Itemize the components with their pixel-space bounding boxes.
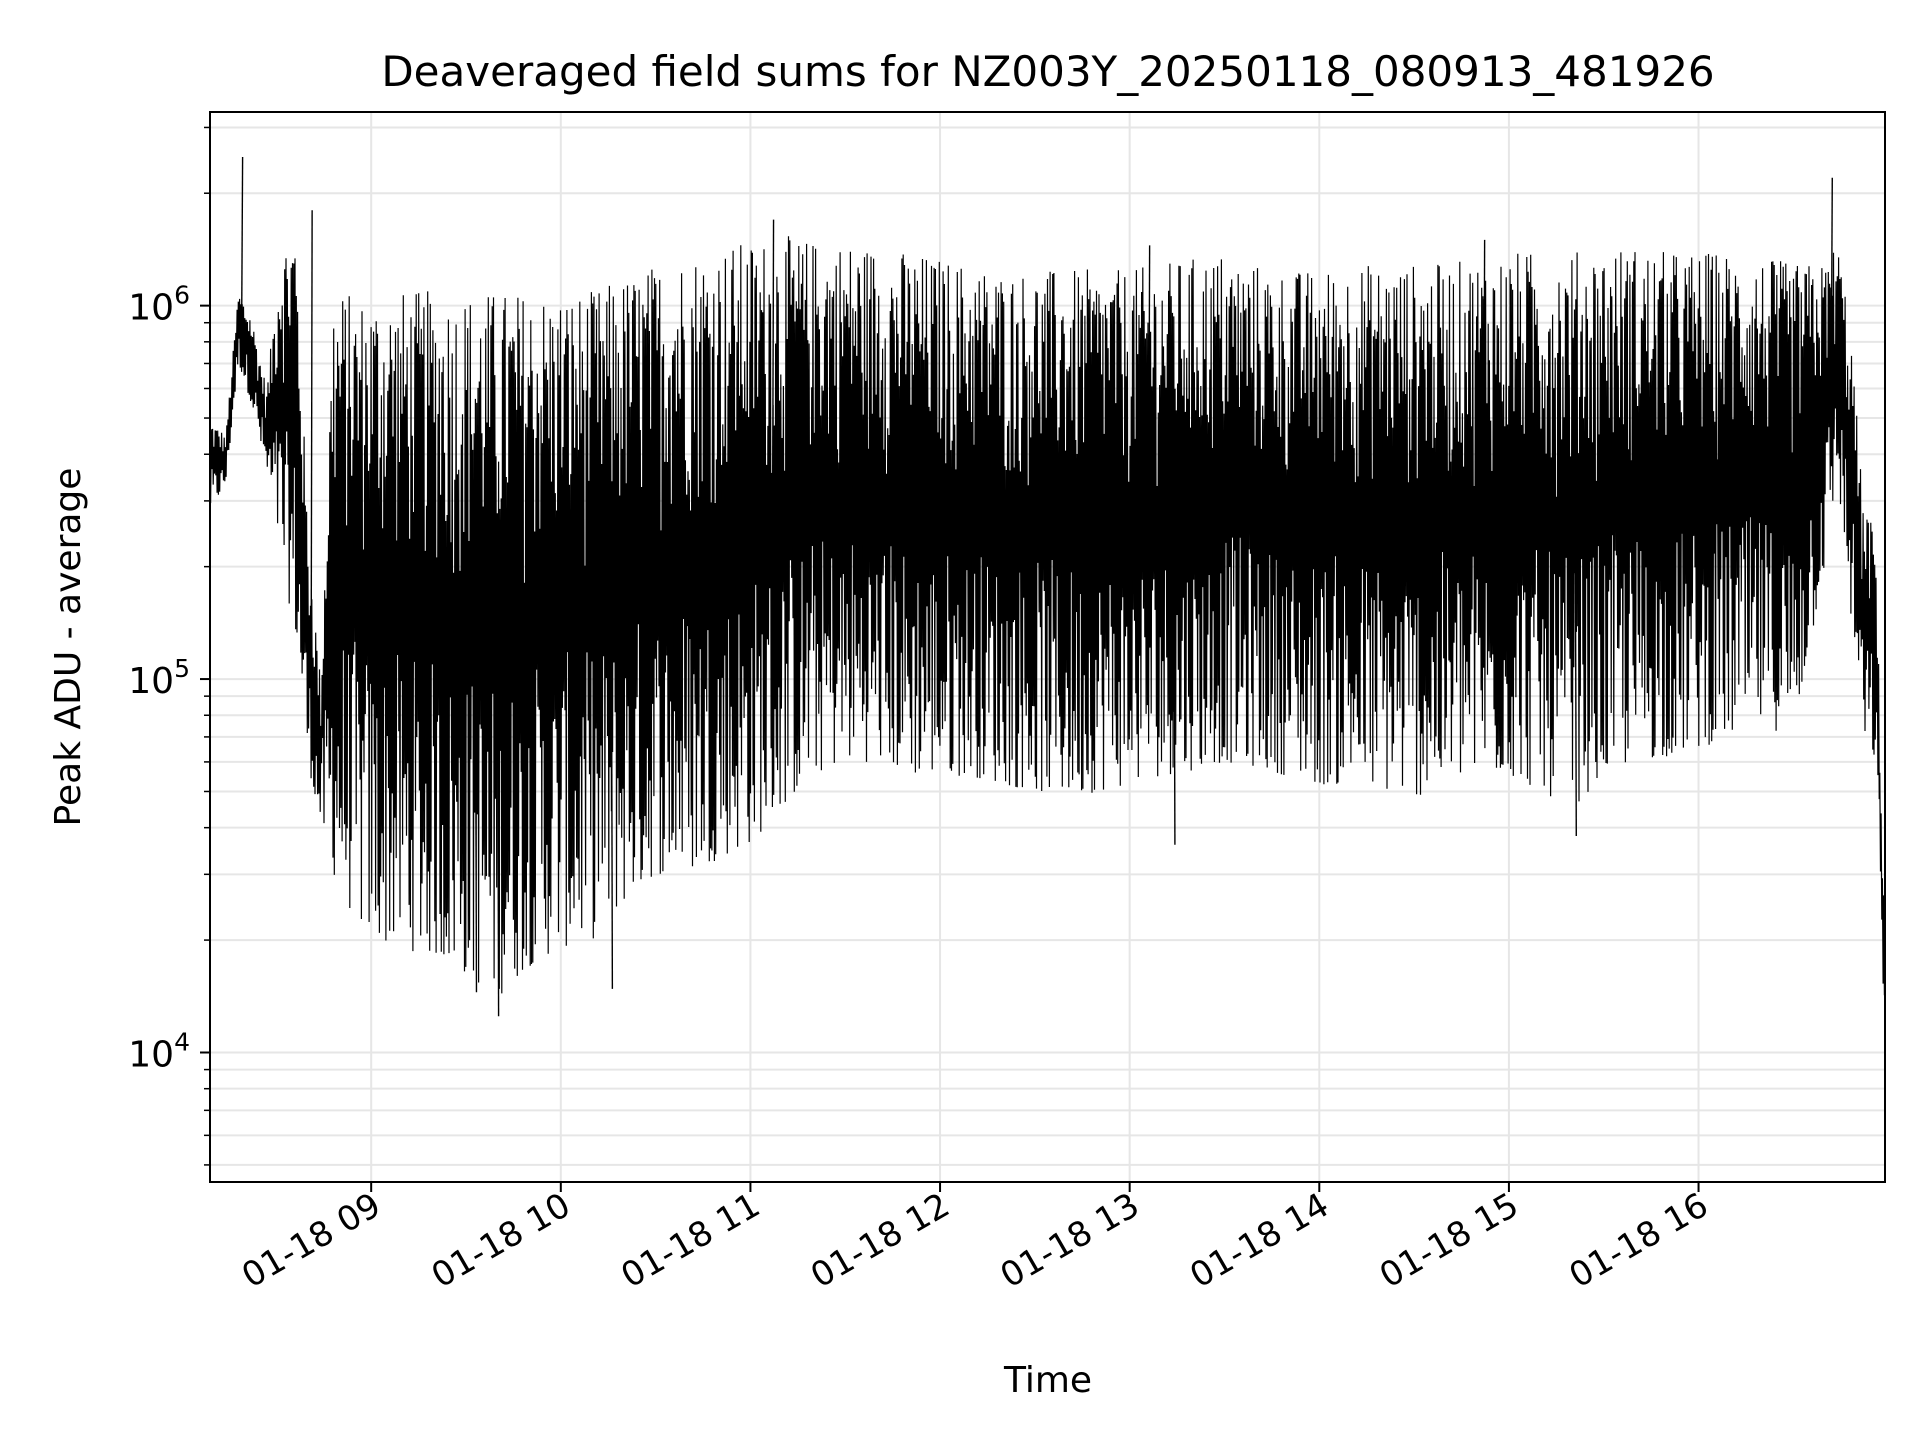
x-tick-label: 01-18 13 (994, 1185, 1146, 1296)
data-series (210, 157, 1885, 1029)
y-tick-label: 105 (128, 654, 190, 702)
series-spike (1830, 177, 1833, 387)
series-spike (1173, 517, 1176, 845)
x-tick-label: 01-18 11 (615, 1185, 767, 1296)
axis-ticks: 01-18 09 01-18 10 01-18 11 01-18 12 01-18 13… (128, 126, 1715, 1296)
y-tick-label: 104 (128, 1027, 190, 1075)
series-line (210, 236, 1885, 996)
series-spike (310, 210, 313, 673)
x-tick-label: 01-18 09 (235, 1185, 387, 1296)
x-tick-label: 01-18 10 (425, 1185, 577, 1296)
x-tick-label: 01-18 12 (804, 1185, 956, 1296)
x-axis-label: Time (1003, 1360, 1092, 1401)
chart-title: Deaveraged field sums for NZ003Y_2025011… (381, 47, 1714, 96)
y-axis-label: Peak ADU - average (48, 468, 89, 827)
series-spike (1482, 239, 1486, 516)
series-spike (610, 600, 614, 989)
x-tick-label: 01-18 16 (1563, 1185, 1715, 1296)
series-spike (496, 644, 500, 1017)
x-tick-label: 01-18 15 (1373, 1185, 1525, 1296)
series-spike (1147, 245, 1151, 523)
series-spike (771, 219, 775, 528)
series-spike (1574, 527, 1577, 836)
series-spike (474, 636, 478, 993)
plot-frame (209, 111, 1886, 1183)
x-tick-label: 01-18 14 (1183, 1185, 1335, 1296)
y-tick-label: 106 (128, 281, 190, 329)
series-spike (240, 157, 244, 335)
